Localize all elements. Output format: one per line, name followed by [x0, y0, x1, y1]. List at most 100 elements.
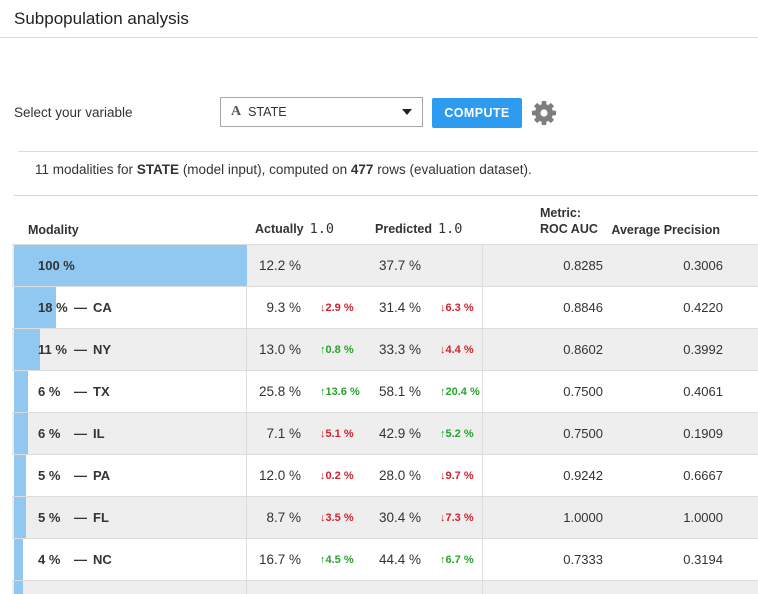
modality-separator: — [74, 552, 87, 567]
predicted-value: 31.4 % [378, 300, 421, 315]
modality-state: TX [93, 384, 110, 399]
rates-cell: 8.7 % ↓3.5 % 30.4 % ↓7.3 % [247, 497, 483, 538]
header-actually-class: 1.0 [309, 221, 335, 237]
modality-cell: 6 % — TX [12, 371, 247, 412]
header-metric-label: Metric: [540, 206, 581, 220]
gear-icon[interactable] [531, 100, 557, 126]
table-row[interactable]: 5 % — PA 12.0 % ↓0.2 % 28.0 % ↓9.7 % 0.9… [12, 455, 758, 497]
header-actually-label: Actually [255, 222, 304, 236]
divider [18, 151, 758, 152]
modality-bar [14, 245, 247, 286]
predicted-value: 44.4 % [378, 552, 421, 567]
rates-cell: 7.1 % ↓5.1 % 42.9 % ↑5.2 % [247, 413, 483, 454]
predicted-delta: ↓7.3 % [440, 511, 474, 524]
actually-value: 13.0 % [258, 342, 301, 357]
actually-delta: ↑13.6 % [320, 385, 360, 398]
modality-bar [14, 371, 28, 412]
predicted-delta: ↓6.3 % [440, 301, 474, 314]
actually-delta: ↑0.8 % [320, 343, 354, 356]
roc-auc-value: 0.8889 [483, 581, 603, 594]
modality-cell: 18 % — CA [12, 287, 247, 328]
predicted-value: 28.0 % [378, 468, 421, 483]
actually-delta: ↓3.5 % [320, 511, 354, 524]
modality-percent: 18 % [38, 300, 68, 315]
predicted-delta: ↑6.7 % [440, 553, 474, 566]
modality-state: CA [93, 300, 112, 315]
avg-precision-value: 0.4061 [683, 384, 723, 399]
roc-auc-value: 0.8846 [563, 300, 603, 315]
modality-percent: 6 % [38, 384, 61, 399]
string-type-icon: A [231, 104, 242, 119]
avg-precision-value: 0.1909 [683, 426, 723, 441]
modality-cell: 4 % — NC [12, 539, 247, 580]
table-row[interactable]: 4 % — NC 16.7 % ↑4.5 % 44.4 % ↑6.7 % 0.7… [12, 539, 758, 581]
summary-prefix: 11 modalities for [35, 162, 137, 177]
avg-precision-value: 1.0000 [683, 510, 723, 525]
actually-delta: ↓0.2 % [320, 469, 354, 482]
modality-percent: 100 % [38, 258, 75, 273]
modality-separator: — [74, 426, 87, 441]
summary-suffix: rows (evaluation dataset). [373, 162, 532, 177]
modality-bar [14, 581, 23, 594]
avg-precision-value: 0.3194 [683, 552, 723, 567]
actually-value: 12.2 % [258, 258, 301, 273]
rates-cell: 9.3 % ↓2.9 % 31.4 % ↓6.3 % [247, 287, 483, 328]
modality-separator: — [74, 510, 87, 525]
header-predicted-label: Predicted [375, 222, 432, 236]
rates-cell: 12.2 % 37.7 % [247, 245, 483, 286]
variable-select[interactable]: A STATE [220, 97, 423, 127]
modality-percent: 6 % [38, 426, 61, 441]
modality-percent: 11 % [38, 342, 67, 357]
actually-value: 7.1 % [266, 426, 301, 441]
table-row[interactable]: 11 % — NY 13.0 % ↑0.8 % 33.3 % ↓4.4 % 0.… [12, 329, 758, 371]
avg-precision-value: 0.3992 [683, 342, 723, 357]
table-row[interactable]: 18 % — CA 9.3 % ↓2.9 % 31.4 % ↓6.3 % 0.8… [12, 287, 758, 329]
selected-variable: STATE [248, 105, 287, 119]
predicted-delta: ↑5.2 % [440, 427, 474, 440]
page-title: Subpopulation analysis [14, 9, 189, 28]
actually-delta: ↑4.5 % [320, 553, 354, 566]
predicted-delta: ↑20.4 % [440, 385, 480, 398]
table-row[interactable]: 6 % — IL 7.1 % ↓5.1 % 42.9 % ↑5.2 % 0.75… [12, 413, 758, 455]
modality-cell: 5 % — PA [12, 455, 247, 496]
table-row[interactable]: 100 % 12.2 % 37.7 % 0.8285 0.3006 [12, 245, 758, 287]
header-metric-roc-auc: Metric: ROC AUC [483, 205, 603, 237]
summary-row-count: 477 [350, 162, 374, 177]
header-average-precision: Average Precision [611, 223, 720, 237]
modality-state: FL [93, 510, 109, 525]
avg-precision-value: 0.4220 [683, 300, 723, 315]
title-bar: Subpopulation analysis [0, 0, 758, 38]
modality-state: NY [93, 342, 112, 357]
header-actually: Actually 1.0 [255, 221, 375, 237]
actually-delta: ↓5.1 % [320, 427, 354, 440]
modality-separator: — [74, 384, 87, 399]
modality-state: PA [93, 468, 111, 483]
modality-bar [14, 287, 56, 328]
compute-button[interactable]: COMPUTE [432, 98, 522, 128]
avg-precision-value: 0.6667 [603, 581, 758, 594]
predicted-value: 42.9 % [378, 426, 421, 441]
predicted-delta: ↓4.4 % [440, 343, 474, 356]
modality-cell: 11 % — NY [12, 329, 247, 370]
roc-auc-value: 1.0000 [563, 510, 603, 525]
table-row[interactable]: 5 % — FL 8.7 % ↓3.5 % 30.4 % ↓7.3 % 1.00… [12, 497, 758, 539]
roc-auc-value: 0.9242 [563, 468, 603, 483]
rates-cell: 25.8 % ↑13.6 % 58.1 % ↑20.4 % [247, 371, 483, 412]
rates-cell: 12.0 % ↓0.2 % 28.0 % ↓9.7 % [247, 455, 483, 496]
summary-variable: STATE [136, 162, 180, 177]
select-variable-label: Select your variable [14, 105, 133, 120]
actually-value: 25.8 % [258, 384, 301, 399]
modality-separator: — [74, 468, 87, 483]
roc-auc-value: 0.7333 [563, 552, 603, 567]
modality-percent: 4 % [38, 552, 61, 567]
header-roc-auc-label: ROC AUC [540, 222, 598, 236]
modality-cell: 5 % — FL [12, 497, 247, 538]
roc-auc-value: 0.8602 [563, 342, 603, 357]
summary-middle: (model input), computed on [179, 162, 351, 177]
divider [14, 195, 758, 196]
modality-bar [14, 329, 40, 370]
table-row[interactable]: 6 % — TX 25.8 % ↑13.6 % 58.1 % ↑20.4 % 0… [12, 371, 758, 413]
table-row[interactable]: 4 % — NJ 16.7 % ↑4.5 % 33.3 % ↓4.4 % 0.8… [12, 581, 758, 594]
roc-auc-value: 0.8285 [563, 258, 603, 273]
